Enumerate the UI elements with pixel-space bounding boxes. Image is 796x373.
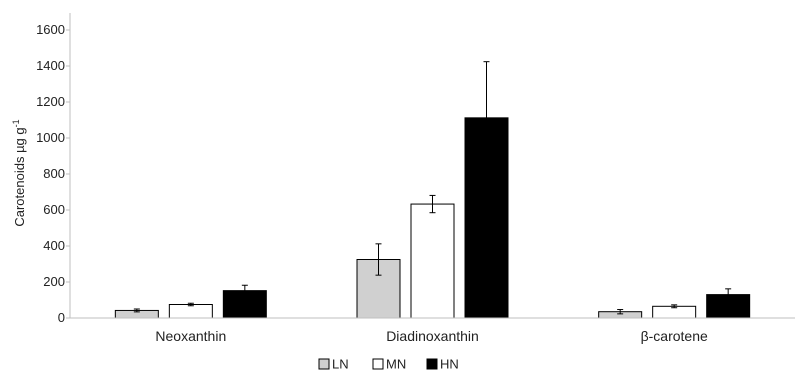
legend-label-mn: MN: [386, 357, 406, 372]
y-axis-label-superscript: -1: [11, 119, 21, 127]
y-tick-label: 0: [58, 310, 65, 325]
bars-group: [114, 117, 751, 319]
category-labels: Neoxanthin Diadinoxanthin β-carotene: [155, 328, 708, 344]
y-tick-label: 200: [43, 274, 65, 289]
y-tick-label: 1600: [36, 22, 65, 37]
y-tick-label: 1000: [36, 130, 65, 145]
bar-mn: [410, 203, 455, 319]
legend-label-ln: LN: [332, 357, 349, 372]
legend: LN MN HN: [318, 357, 459, 372]
category-label: Diadinoxanthin: [386, 328, 479, 344]
category-label: Neoxanthin: [155, 328, 226, 344]
y-tick-label: 400: [43, 238, 65, 253]
y-axis-label: Carotenoids µg g-1: [11, 119, 27, 226]
y-axis-label-text: Carotenoids µg g: [12, 127, 27, 226]
legend-swatch-ln: [318, 358, 330, 370]
legend-label-hn: HN: [440, 357, 459, 372]
y-tick-label: 1400: [36, 58, 65, 73]
y-tick-label: 800: [43, 166, 65, 181]
error-bars-group: [133, 61, 732, 315]
y-axis-ticks: 0 200 400 600 800 1000 1200 1400 1600: [36, 22, 70, 325]
y-tick-label: 1200: [36, 94, 65, 109]
legend-swatch-mn: [372, 358, 384, 370]
bar-mn: [168, 304, 213, 319]
legend-swatch-hn: [426, 358, 438, 370]
y-tick-label: 600: [43, 202, 65, 217]
category-label: β-carotene: [641, 328, 708, 344]
